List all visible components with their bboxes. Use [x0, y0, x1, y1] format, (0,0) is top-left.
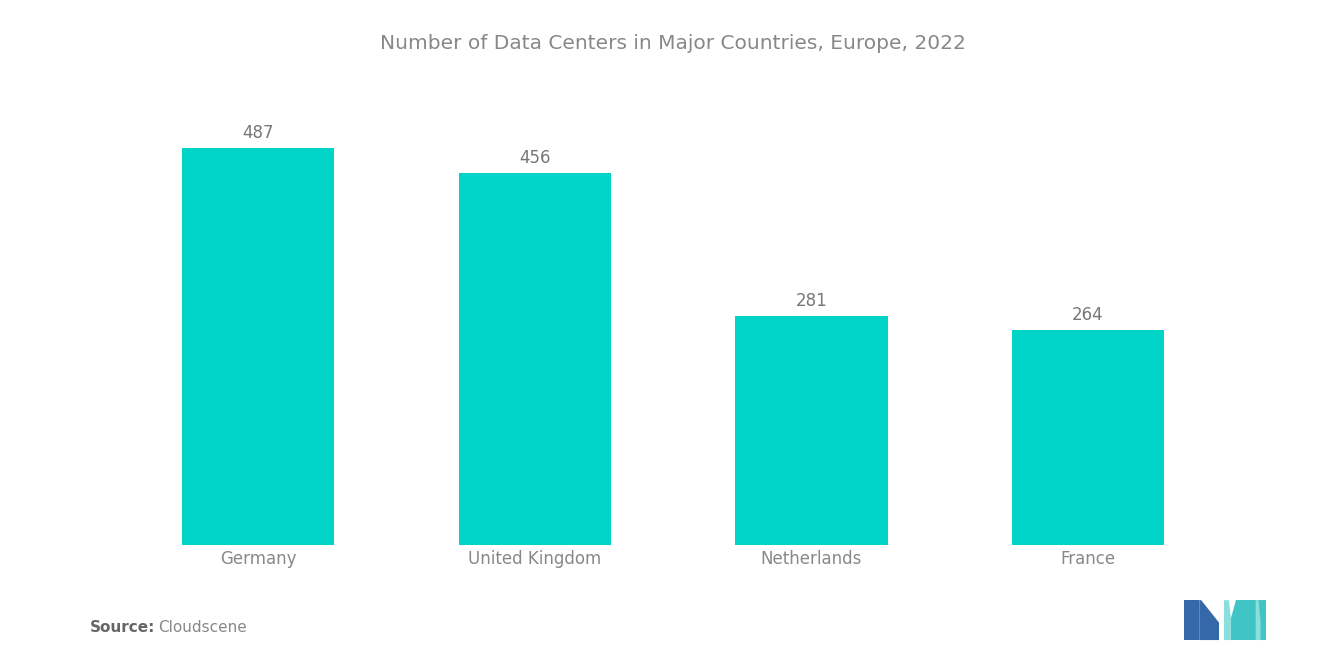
Polygon shape	[1255, 600, 1261, 640]
Bar	[459, 173, 611, 545]
Text: Cloudscene: Cloudscene	[158, 620, 247, 635]
Polygon shape	[1224, 600, 1232, 640]
Text: 264: 264	[1072, 306, 1104, 324]
Bar	[735, 316, 887, 545]
Text: 456: 456	[519, 149, 550, 167]
Text: 281: 281	[796, 292, 828, 310]
Bar	[1012, 330, 1164, 545]
Polygon shape	[1199, 600, 1220, 640]
Text: Source:: Source:	[90, 620, 156, 635]
Bar	[182, 148, 334, 545]
Title: Number of Data Centers in Major Countries, Europe, 2022: Number of Data Centers in Major Countrie…	[380, 34, 966, 53]
Text: 487: 487	[243, 124, 275, 142]
Polygon shape	[1232, 600, 1249, 640]
Polygon shape	[1184, 600, 1199, 640]
Polygon shape	[1249, 600, 1266, 640]
